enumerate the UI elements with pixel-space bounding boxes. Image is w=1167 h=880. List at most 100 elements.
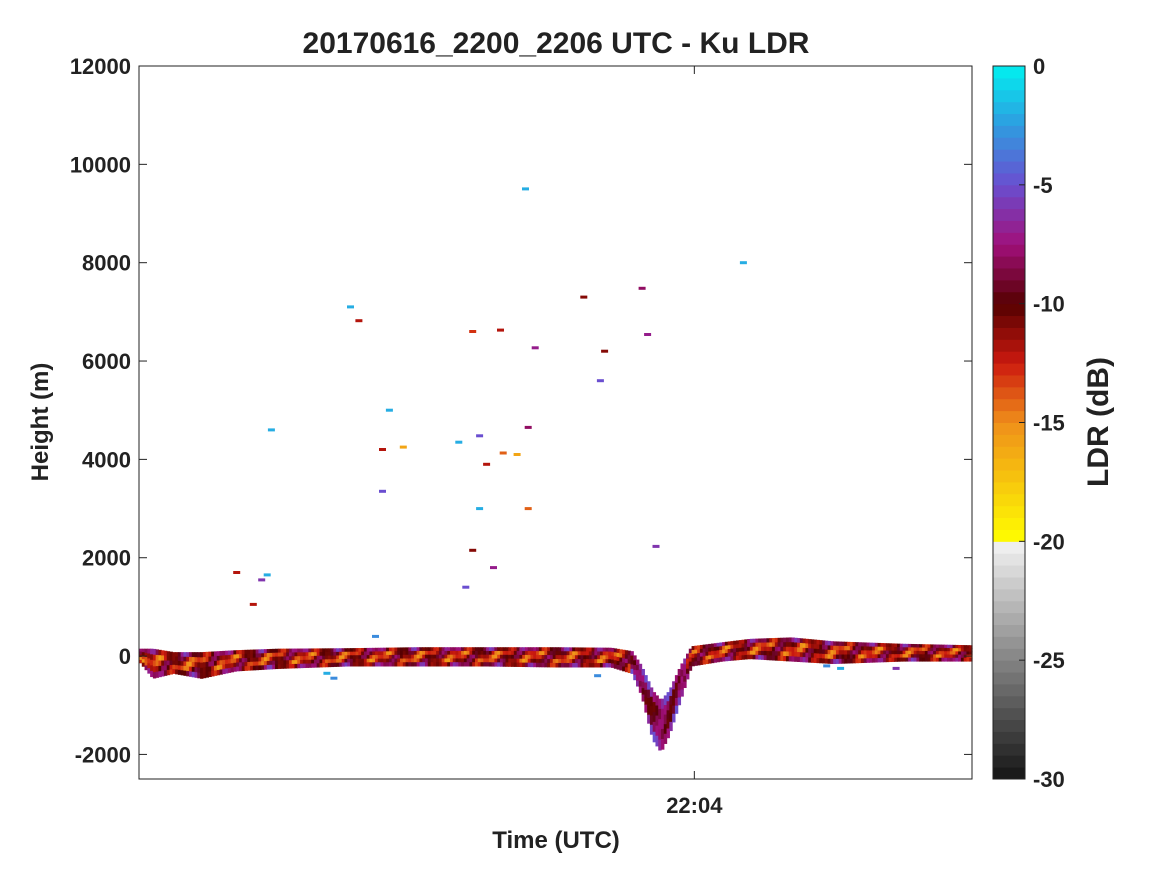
band-cell [502,654,507,660]
band-cell [175,652,179,658]
band-cell [225,668,229,674]
band-cell [369,662,373,667]
band-cell [674,682,679,691]
band-cell [616,660,620,666]
band-cell [899,657,904,662]
band-cell [785,646,790,653]
echo-point [837,666,845,670]
band-cell [602,659,607,664]
band-cell [202,657,207,663]
echo-point [490,566,497,570]
band-cell [580,651,584,656]
band-cell [341,662,346,667]
band-cell [139,648,143,653]
band-cell [233,658,237,664]
band-cell [758,642,762,648]
band-cell [872,646,876,652]
band-cell [538,647,543,652]
colorbar-tick-label: -30 [1033,767,1065,792]
band-cell [752,642,757,648]
band-cell [225,655,229,661]
band-cell [338,655,343,660]
band-cell [344,662,348,667]
band-cell [583,647,587,652]
band-cell [452,658,457,663]
band-cell [913,644,918,649]
band-cell [763,638,768,644]
band-cell [263,653,268,658]
band-cell [300,656,304,661]
band-cell [250,653,254,659]
band-cell [644,675,648,684]
band-cell [636,664,640,671]
band-cell [580,647,584,652]
band-cell [655,725,659,737]
band-cell [755,654,759,660]
band-cell [316,652,321,657]
band-cell [938,651,943,656]
band-cell [885,654,890,659]
band-cell [780,637,784,643]
band-cell [572,655,576,660]
band-cell [394,658,398,663]
colorbar-label: LDR (dB) [1082,357,1115,487]
band-cell [425,647,429,652]
band-cell [658,698,662,710]
band-cell [649,724,654,735]
band-cell [436,647,440,652]
band-cell [552,662,557,668]
band-cell [697,649,701,654]
band-cell [683,658,687,665]
band-cell [702,648,707,653]
band-cell [430,650,434,656]
plot-background [139,66,972,779]
band-cell [611,655,615,661]
band-cell [499,658,504,663]
band-cell [666,728,670,739]
band-cell [361,647,365,653]
band-cell [558,659,562,664]
band-cell [686,668,690,675]
band-cell [919,647,923,652]
band-cell [291,648,296,654]
band-cell [827,658,831,664]
band-cell [619,665,623,671]
band-cell [891,643,895,648]
band-cell [436,662,440,667]
band-cell [388,662,393,667]
band-cell [860,650,865,655]
band-cell [219,651,223,657]
band-cell [844,641,848,647]
band-cell [694,649,698,655]
band-cell [147,653,151,660]
band-cell [227,667,232,673]
band-cell [350,648,354,653]
band-cell [494,647,498,652]
band-cell [172,660,176,666]
band-cell [555,659,559,664]
band-cell [677,697,682,706]
band-cell [963,651,968,656]
band-cell [499,647,504,652]
band-cell [194,657,198,663]
band-cell [155,666,160,673]
band-cell [397,658,401,663]
band-cell [838,654,843,660]
band-cell [558,651,562,656]
band-cell [355,662,359,667]
band-cell [602,663,607,668]
band-cell [766,642,770,648]
band-cell [569,659,573,664]
band-cell [327,659,332,664]
band-cell [161,655,165,662]
band-cell [661,708,665,720]
band-cell [641,681,645,689]
band-cell [400,662,404,667]
band-cell [794,656,798,662]
band-cell [202,662,207,668]
band-cell [894,643,898,648]
band-cell [880,643,884,648]
band-cell [297,656,301,661]
